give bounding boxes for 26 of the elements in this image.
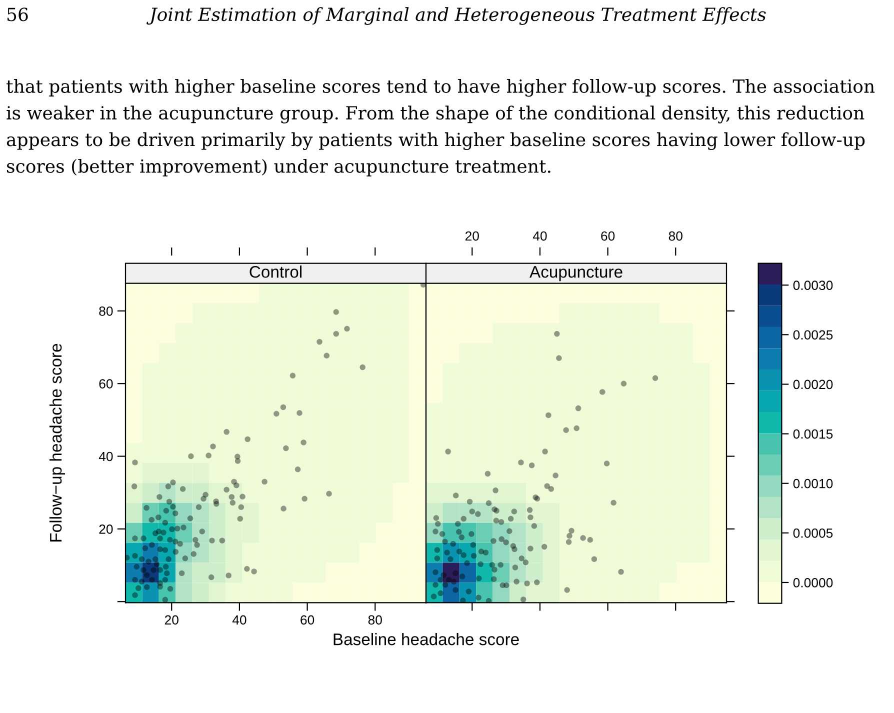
x-tick-label: 40 bbox=[232, 615, 246, 625]
text: Joint Estimation of Marginal and Heterogeneous Treatment Effects bbox=[146, 7, 766, 25]
y-axis-title: Follow−up headache score bbox=[49, 344, 65, 542]
chart-title: Acupuncture bbox=[529, 266, 622, 282]
color-bar-label: 0.0030 bbox=[793, 280, 833, 290]
color-bar-label: 0.0025 bbox=[793, 330, 833, 340]
x-tick-label: 60 bbox=[300, 615, 314, 625]
color-bar-label: 0.0005 bbox=[793, 528, 833, 538]
text: that patients with higher baseline scores tend to have higher follow-up scores. The association is weaker in the acupuncture group. From the shape of the conditional density, this reduction appears to be driven primarily by patients with higher baseline scores having lower follow-up scores (better improvement) under acupuncture treatment. bbox=[6, 79, 875, 176]
text: 56 bbox=[8, 8, 28, 22]
color-bar-label: 0.0010 bbox=[793, 478, 833, 488]
color-bar-label: 0.0015 bbox=[793, 429, 833, 439]
y-tick-label: 20 bbox=[99, 524, 113, 534]
x-tick-label: 20 bbox=[164, 615, 178, 625]
x-tick-label: 60 bbox=[601, 231, 615, 241]
y-tick-label: 60 bbox=[99, 379, 113, 388]
color-bar-label: 0.0020 bbox=[793, 380, 833, 390]
y-tick-label: 80 bbox=[99, 306, 113, 316]
x-tick-label: 80 bbox=[668, 231, 682, 241]
x-tick-label: 20 bbox=[465, 231, 479, 241]
x-tick-label: 80 bbox=[368, 615, 382, 625]
x-axis-title: Baseline headache score bbox=[334, 633, 519, 646]
chart-title: Control bbox=[250, 266, 302, 278]
x-tick-label: 40 bbox=[532, 231, 547, 241]
y-tick-label: 40 bbox=[98, 452, 113, 462]
color-bar-label: 0.0000 bbox=[793, 578, 833, 588]
